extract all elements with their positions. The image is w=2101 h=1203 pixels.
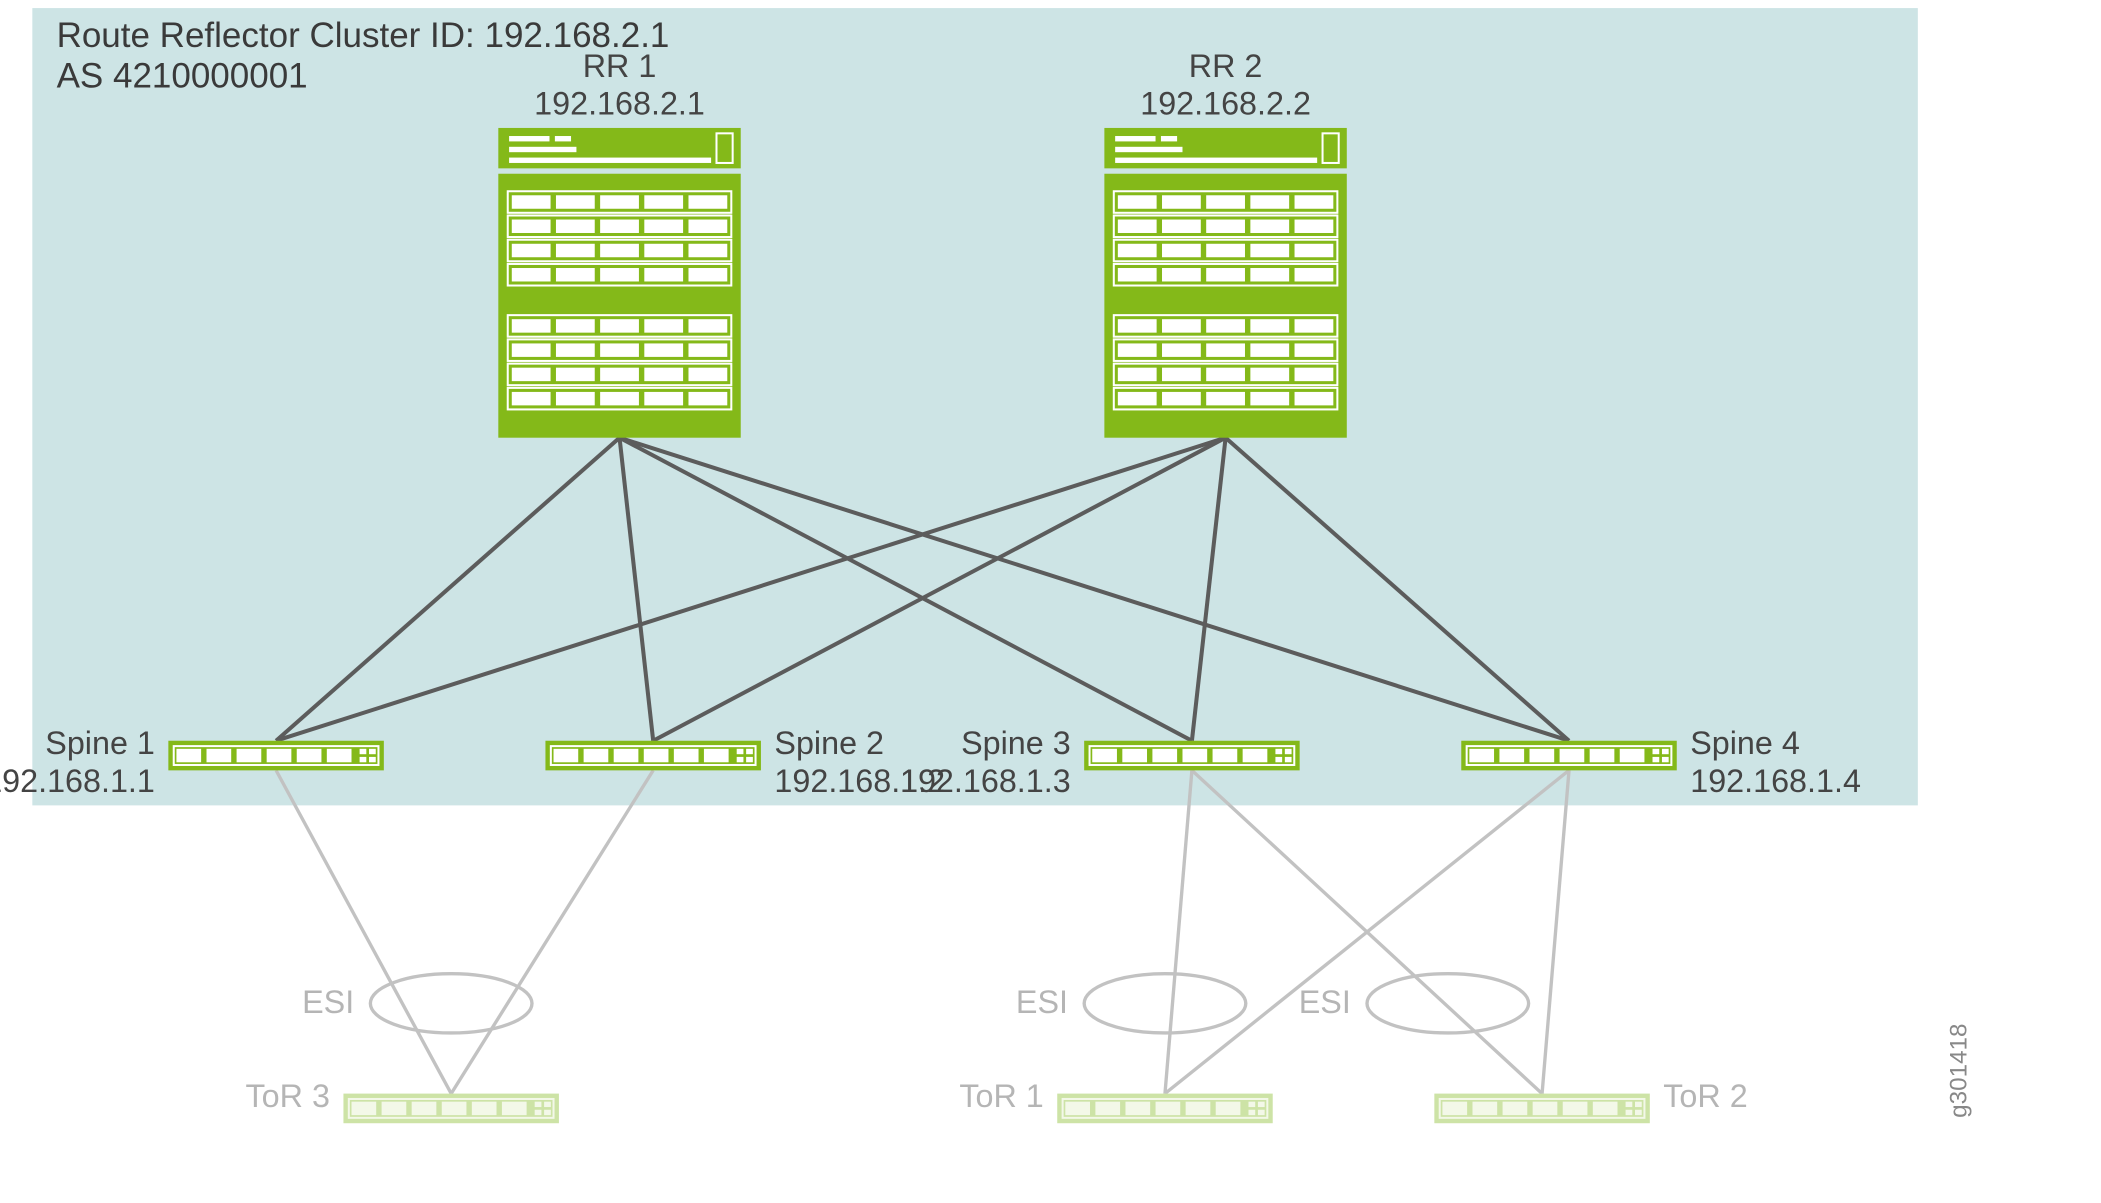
rr2-name: RR 2 (1189, 48, 1263, 84)
tor2: ToR 2 (1434, 1078, 1747, 1123)
link-spine1-tor3 (276, 770, 451, 1093)
esi2-label: ESI (1299, 984, 1351, 1020)
link-spine4-tor2 (1542, 770, 1569, 1093)
rr2: RR 2192.168.2.2 (1104, 48, 1346, 438)
header-cluster-id: Route Reflector Cluster ID: 192.168.2.1 (57, 16, 670, 55)
as-region (32, 8, 1918, 805)
tor1-name: ToR 1 (959, 1078, 1043, 1114)
spine3-ip: 192.168.1.3 (900, 763, 1071, 799)
spine1-name: Spine 1 (45, 725, 155, 761)
header-as-number: AS 4210000001 (57, 57, 308, 96)
esi3-label: ESI (302, 984, 354, 1020)
link-spine3-tor2 (1192, 770, 1542, 1093)
rr1-name: RR 1 (583, 48, 657, 84)
spine4-name: Spine 4 (1690, 725, 1800, 761)
tor1: ToR 1 (959, 1078, 1272, 1123)
tor3-name: ToR 3 (246, 1078, 330, 1114)
spine2-name: Spine 2 (774, 725, 884, 761)
esi1-label: ESI (1016, 984, 1068, 1020)
rr1-ip: 192.168.2.1 (534, 85, 705, 121)
esi1-ellipse (1084, 974, 1246, 1033)
esi2-ellipse (1367, 974, 1529, 1033)
rr2-ip: 192.168.2.2 (1140, 85, 1311, 121)
tor3: ToR 3 (246, 1078, 559, 1123)
spine1-ip: 192.168.1.1 (0, 763, 155, 799)
rr1: RR 1192.168.2.1 (498, 48, 740, 438)
link-spine2-tor3 (451, 770, 653, 1093)
link-spine3-tor1 (1165, 770, 1192, 1093)
spine4-ip: 192.168.1.4 (1690, 763, 1861, 799)
tor2-name: ToR 2 (1663, 1078, 1747, 1114)
network-diagram: Route Reflector Cluster ID: 192.168.2.1A… (0, 0, 2101, 1203)
figure-id: g301418 (1945, 1023, 1972, 1117)
spine3-name: Spine 3 (961, 725, 1071, 761)
